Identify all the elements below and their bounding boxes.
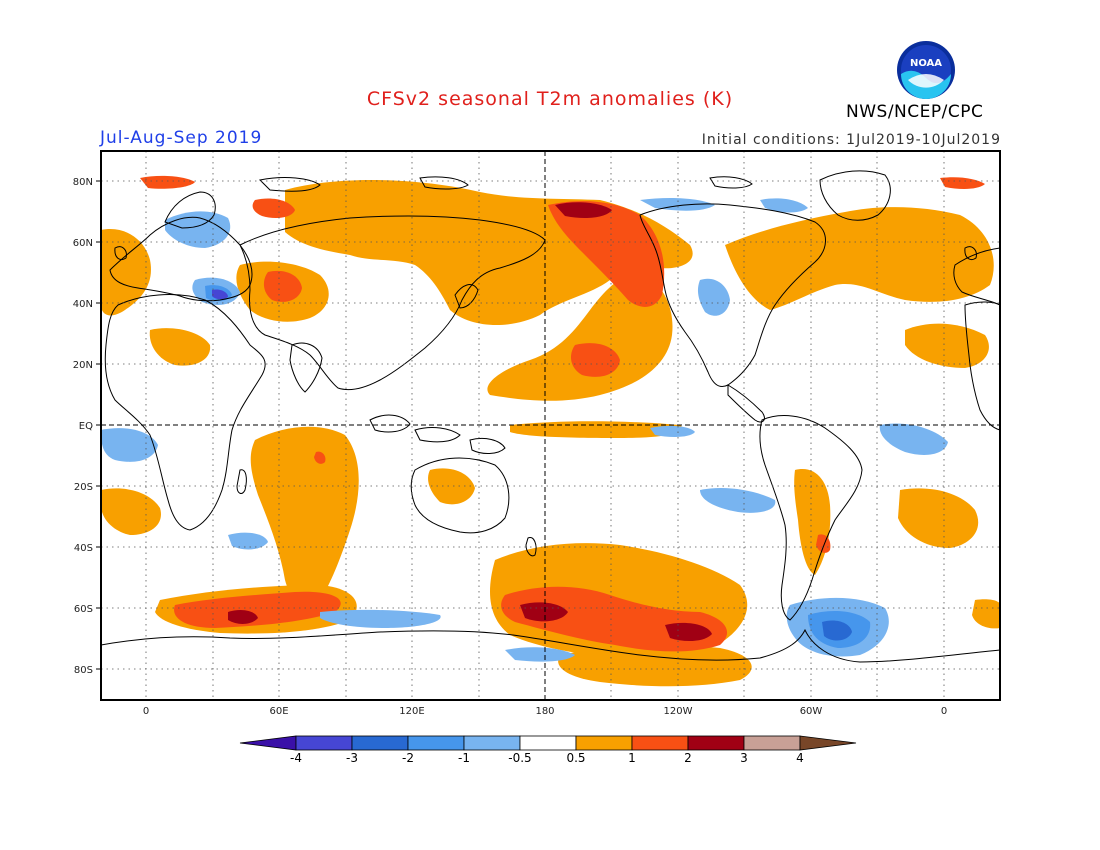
- warm-west-africa: [149, 328, 211, 366]
- lon-label: 60E: [269, 706, 288, 717]
- colorbar-tick-label: -2: [402, 751, 414, 765]
- logo-text: NOAA: [910, 58, 942, 69]
- cool-southeast-pacific: [700, 488, 776, 513]
- initial-conditions: Initial conditions: 1Jul2019-10Jul2019: [701, 132, 1001, 148]
- lat-label: EQ: [79, 421, 93, 432]
- lon-label: 180: [535, 706, 554, 717]
- colorbar-swatch: [575, 735, 633, 751]
- hot-indian-spot: [314, 451, 326, 464]
- noaa-logo: NOAA: [897, 41, 955, 99]
- hot-southern-indian: [174, 591, 341, 628]
- coldest-eastern-europe: [212, 289, 228, 300]
- colorbar-arrow-low: [239, 735, 297, 751]
- hot-alaska-bering: [548, 201, 665, 307]
- colorbar-arrow-high: [799, 735, 857, 751]
- warm-europe-africa: [101, 229, 151, 316]
- colorbar-tick-label: 3: [740, 751, 748, 765]
- warm-antarctic-pacific: [558, 644, 752, 687]
- latitude-labels: 80N 60N 40N 20N EQ 20S 40S 60S 80S: [73, 177, 93, 676]
- colorbar-tick-label: -0.5: [508, 751, 531, 765]
- lat-label: 40S: [74, 543, 93, 554]
- lat-label: 60S: [74, 604, 93, 615]
- lat-label: 80S: [74, 665, 93, 676]
- cool-arctic-pacific: [640, 197, 715, 211]
- hot-central-pacific: [570, 343, 620, 377]
- cool-tropical-atlantic-e: [879, 423, 948, 455]
- warm-indian-ocean: [250, 426, 359, 604]
- longitude-labels: 0 60E 120E 180 120W 60W 0: [143, 706, 947, 717]
- warm-tropical-atlantic: [905, 323, 989, 368]
- cool-southern-ocean-indian: [320, 609, 441, 628]
- cool-east-pacific-eq: [650, 425, 695, 437]
- lon-label: 60W: [800, 706, 823, 717]
- warm-south-atlantic: [898, 488, 979, 548]
- cool-tropical-atlantic-w: [101, 428, 158, 462]
- cool-arctic-atlantic: [760, 198, 808, 213]
- colorbar-tick-label: -4: [290, 751, 302, 765]
- cool-south-indian: [228, 532, 268, 550]
- coastlines: [100, 170, 1001, 701]
- forecast-period: Jul-Aug-Sep 2019: [100, 128, 263, 148]
- warm-australia: [428, 468, 475, 505]
- colorbar-swatch: [687, 735, 745, 751]
- colorbar-swatch: [631, 735, 689, 751]
- anomaly-shading: [101, 175, 1000, 687]
- lat-label: 60N: [73, 238, 93, 249]
- gridlines: [101, 151, 1000, 700]
- agency-label: NWS/NCEP/CPC: [846, 102, 984, 122]
- lon-label: 120W: [664, 706, 693, 717]
- lon-label: 0: [143, 706, 149, 717]
- hot-arctic-siberia: [252, 198, 295, 218]
- colorbar-swatch: [519, 735, 577, 751]
- cool-ross-sea: [505, 647, 575, 662]
- chart-title: CFSv2 seasonal T2m anomalies (K): [366, 88, 734, 110]
- colorbar-swatch: [407, 735, 465, 751]
- lat-label: 20N: [73, 360, 93, 371]
- warm-east-atlantic-south: [101, 488, 161, 535]
- colorbar-tick-label: -1: [458, 751, 470, 765]
- warm-southern-ocean-east: [972, 599, 1000, 629]
- lon-label: 0: [941, 706, 947, 717]
- colorbar: -4 -3 -2 -1 -0.5 0.5 1 2 3 4: [239, 735, 857, 765]
- warm-central-pacific: [487, 270, 673, 401]
- cool-north-america: [697, 278, 730, 316]
- colorbar-tick-label: 2: [684, 751, 692, 765]
- very-hot-bering: [555, 202, 612, 218]
- hot-middle-east: [263, 270, 302, 302]
- colorbar-swatch: [743, 735, 801, 751]
- very-hot-southern-indian: [228, 610, 258, 624]
- colorbar-tick-label: 1: [628, 751, 636, 765]
- lat-label: 80N: [73, 177, 93, 188]
- equator-dateline: [101, 151, 1000, 700]
- colorbar-swatch: [463, 735, 521, 751]
- lat-label: 40N: [73, 299, 93, 310]
- colorbar-tick-label: -3: [346, 751, 358, 765]
- colorbar-tick-label: 4: [796, 751, 804, 765]
- very-hot-south-pacific-east: [665, 622, 712, 642]
- colorbar-tick-label: 0.5: [566, 751, 585, 765]
- coldest-antarctic-atlantic: [822, 620, 852, 641]
- hot-greenland-area: [940, 177, 985, 189]
- hot-arctic-europe: [140, 175, 195, 189]
- colorbar-swatch: [295, 735, 353, 751]
- colorbar-swatch: [351, 735, 409, 751]
- cool-scandinavia: [165, 211, 231, 248]
- lon-label: 120E: [399, 706, 424, 717]
- lat-label: 20S: [74, 482, 93, 493]
- very-hot-south-pacific: [520, 602, 568, 622]
